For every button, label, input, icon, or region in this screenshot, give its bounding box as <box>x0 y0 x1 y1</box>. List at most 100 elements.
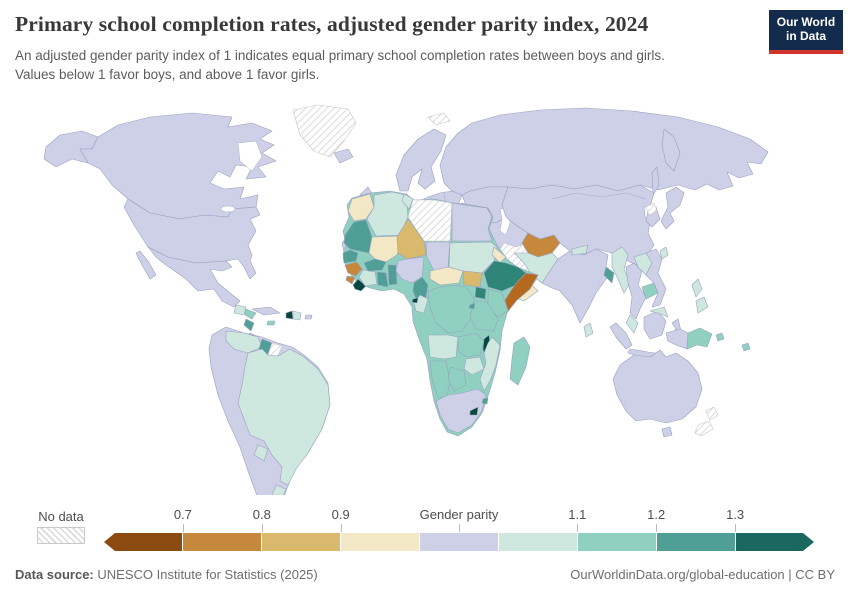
region-tasmania[interactable] <box>661 426 673 438</box>
region-kamchatka[interactable] <box>661 128 681 172</box>
country-ghana[interactable] <box>376 271 389 288</box>
country-japan[interactable] <box>660 186 685 230</box>
legend-nodata-label: No data <box>38 509 84 524</box>
country-honduras[interactable] <box>244 308 257 320</box>
tick-mark <box>261 524 263 532</box>
subtitle-line-1: An adjusted gender parity index of 1 ind… <box>15 48 665 63</box>
country-uruguay[interactable] <box>271 484 287 495</box>
legend-segment-parity-1.1[interactable] <box>499 533 578 551</box>
country-south-sudan[interactable] <box>462 270 483 288</box>
country-australia[interactable] <box>612 349 703 424</box>
hudson-bay <box>237 140 263 172</box>
data-source-label: Data source: <box>15 567 94 582</box>
country-zimbabwe[interactable] <box>463 356 485 376</box>
country-mexico[interactable] <box>147 246 241 308</box>
country-eswatini[interactable] <box>481 397 489 405</box>
country-equatorial-guinea[interactable] <box>411 297 419 304</box>
region-baja-california[interactable] <box>135 250 157 280</box>
country-brazil[interactable] <box>237 348 331 486</box>
country-paraguay[interactable] <box>253 444 269 462</box>
region-sakhalin[interactable] <box>651 166 660 196</box>
region-svalbard[interactable] <box>427 112 451 126</box>
country-nigeria[interactable] <box>395 256 425 284</box>
legend-segment-0.7-0.8[interactable] <box>183 533 262 551</box>
country-senegal[interactable] <box>342 249 359 264</box>
country-ivory-coast[interactable] <box>358 269 378 287</box>
legend-segment-0.8-0.9[interactable] <box>262 533 341 551</box>
country-guinea[interactable] <box>344 261 363 277</box>
country-uganda[interactable] <box>474 286 487 300</box>
country-jamaica[interactable] <box>266 320 276 326</box>
country-mozambique[interactable] <box>479 336 501 392</box>
country-iceland[interactable] <box>333 148 354 164</box>
legend-segment-gender-parity[interactable] <box>420 533 499 551</box>
logo-accent-bar <box>769 50 843 54</box>
country-venezuela[interactable] <box>225 330 263 354</box>
country-solomon-islands[interactable] <box>715 332 725 342</box>
country-north-korea[interactable] <box>645 202 658 216</box>
country-nicaragua[interactable] <box>243 318 255 332</box>
logo-line-2: in Data <box>785 29 826 43</box>
legend-segment-lt-0.7[interactable] <box>104 533 183 551</box>
country-cuba[interactable] <box>251 306 281 316</box>
legend-segment-0.9-parity[interactable] <box>341 533 420 551</box>
country-sierra-leone[interactable] <box>345 275 356 285</box>
country-benin-togo[interactable] <box>387 264 398 286</box>
tick-mark <box>459 524 460 532</box>
country-dominican-republic[interactable] <box>292 310 302 321</box>
country-egypt[interactable] <box>451 202 493 242</box>
country-malaysia[interactable] <box>625 314 639 334</box>
country-tanzania[interactable] <box>469 300 499 332</box>
owid-logo[interactable]: Our World in Data <box>769 10 843 54</box>
country-burkina-faso[interactable] <box>363 258 387 272</box>
region-sumatra[interactable] <box>609 322 633 350</box>
country-nepal[interactable] <box>571 244 589 256</box>
legend-nodata-swatch[interactable] <box>37 527 85 544</box>
country-haiti[interactable] <box>285 310 294 320</box>
country-angola[interactable] <box>427 334 459 360</box>
country-philippines-mindanao[interactable] <box>695 296 709 314</box>
logo-line-1: Our World <box>776 15 836 30</box>
legend-tick-0.7: 0.7 <box>173 507 192 522</box>
country-cameroon[interactable] <box>412 276 429 302</box>
legend-segment-1.2-1.3[interactable] <box>657 533 736 551</box>
legend-segment-1.1-1.2[interactable] <box>578 533 657 551</box>
country-new-zealand-south[interactable] <box>694 420 714 437</box>
region-papua-indonesia[interactable] <box>665 328 689 350</box>
legend-bar: 0.7 0.8 0.9 Gender parity 1.1 1.2 1.3 <box>104 505 814 553</box>
country-fiji[interactable] <box>741 342 751 352</box>
country-papua-new-guinea[interactable] <box>686 327 713 350</box>
country-philippines-luzon[interactable] <box>691 278 703 298</box>
legend-color-scale <box>104 533 814 551</box>
country-morocco[interactable] <box>347 193 375 222</box>
country-bangladesh[interactable] <box>603 266 615 284</box>
country-south-africa[interactable] <box>435 388 487 434</box>
legend-segment-gt-1.3[interactable] <box>736 533 814 551</box>
legend-tick-0.8: 0.8 <box>252 507 271 522</box>
owid-license-link[interactable]: OurWorldinData.org/global-education | CC… <box>570 567 835 582</box>
country-rwanda[interactable] <box>468 302 476 310</box>
country-vietnam[interactable] <box>645 248 667 308</box>
legend-nodata: No data <box>37 509 85 544</box>
country-guatemala[interactable] <box>233 304 247 316</box>
country-madagascar[interactable] <box>509 336 531 386</box>
country-tunisia[interactable] <box>401 193 414 210</box>
country-zambia[interactable] <box>457 332 485 358</box>
legend-tick-1.1: 1.1 <box>568 507 587 522</box>
region-malaysia-borneo[interactable] <box>649 306 669 318</box>
country-central-african-republic[interactable] <box>429 266 464 286</box>
country-new-zealand-north[interactable] <box>705 406 719 421</box>
country-liberia[interactable] <box>352 278 367 292</box>
country-botswana[interactable] <box>447 366 467 392</box>
country-greenland[interactable] <box>292 104 357 158</box>
country-taiwan[interactable] <box>659 246 669 260</box>
country-libya[interactable] <box>407 199 453 242</box>
tick-mark <box>577 524 579 532</box>
country-puerto-rico[interactable] <box>304 314 313 320</box>
region-scandinavia[interactable] <box>395 128 447 192</box>
country-russia[interactable] <box>439 107 769 196</box>
country-sri-lanka[interactable] <box>583 322 594 338</box>
country-niger[interactable] <box>396 218 427 260</box>
country-lesotho[interactable] <box>469 406 479 416</box>
subtitle-line-2: Values below 1 favor boys, and above 1 f… <box>15 66 320 82</box>
